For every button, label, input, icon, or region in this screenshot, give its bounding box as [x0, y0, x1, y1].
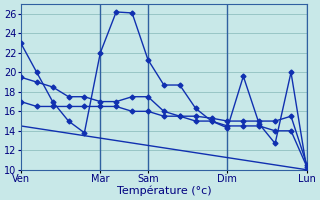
X-axis label: Température (°c): Température (°c) — [116, 185, 211, 196]
